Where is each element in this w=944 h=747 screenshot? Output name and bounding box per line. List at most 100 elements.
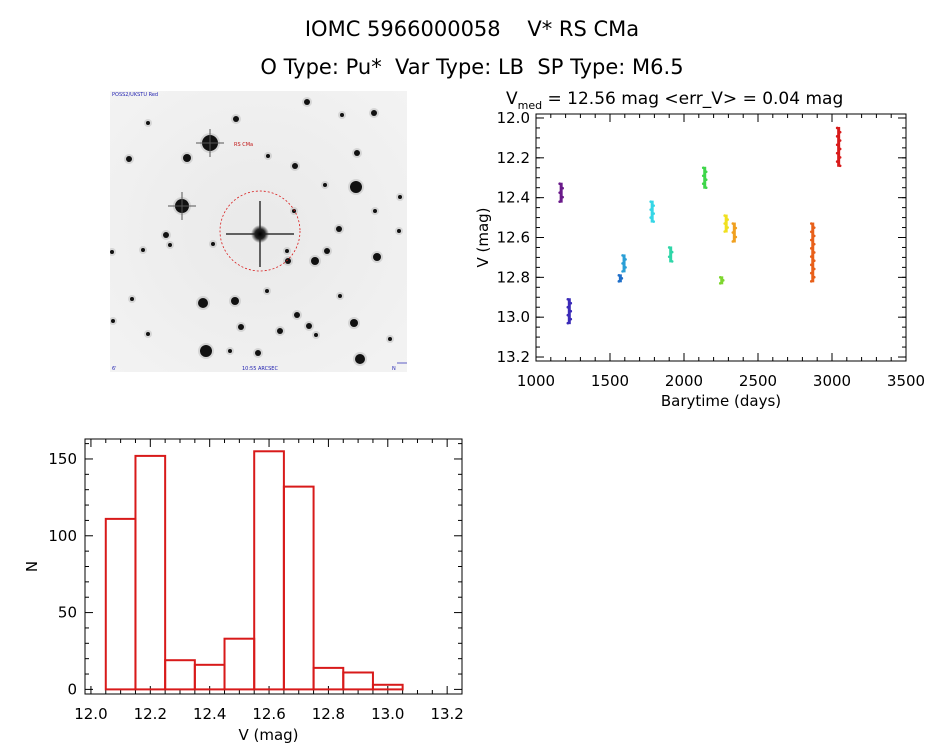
lc-data-group	[559, 182, 563, 203]
lc-data-point	[723, 230, 726, 233]
lc-ytick-label: 12.6	[497, 229, 530, 247]
lc-data-point	[621, 254, 624, 257]
lc-data-point	[812, 234, 816, 238]
hist-xtick-label: 13.0	[371, 705, 404, 723]
lc-data-point	[718, 282, 722, 285]
lc-xtick-label: 2500	[739, 372, 777, 390]
stamp-survey-label: POSS2/UKSTU Red	[112, 92, 158, 98]
lc-data-group	[622, 254, 626, 273]
lc-xtick-label: 1500	[591, 372, 629, 390]
lc-data-group	[567, 298, 571, 325]
target-star	[226, 201, 294, 267]
lc-data-point	[809, 222, 813, 225]
lc-xtick-label: 3500	[887, 372, 925, 390]
lc-title: Vmed = 12.56 mag <err_V> = 0.04 mag	[506, 89, 843, 112]
lc-data-point	[566, 313, 570, 317]
lc-x-axis-label: Barytime (days)	[661, 392, 781, 410]
hist-bar	[164, 659, 196, 691]
hist-xtick-label: 12.2	[134, 705, 167, 723]
stamp-size-label: 10:55 ARCSEC	[242, 366, 278, 372]
lc-ytick-label: 12.2	[497, 149, 530, 167]
hist-ytick-label: 150	[48, 450, 77, 468]
lc-data-point	[726, 218, 729, 221]
lc-data-point	[617, 274, 621, 277]
lc-data-point	[558, 191, 561, 194]
lc-data-point	[835, 135, 839, 138]
hist-bar	[371, 683, 404, 691]
lc-data-point	[652, 220, 655, 223]
lc-data-group	[669, 246, 673, 263]
lc-ytick-label: 13.2	[497, 348, 530, 366]
lc-data-point	[809, 255, 813, 258]
lc-data-point	[809, 271, 813, 275]
lc-data-point	[566, 305, 570, 309]
lc-data-point	[838, 156, 842, 159]
hist-plot-frame	[84, 438, 463, 695]
lc-data-point	[704, 178, 708, 182]
lc-data-point	[667, 255, 671, 259]
lc-data-point	[649, 208, 652, 211]
lc-data-point	[835, 143, 839, 147]
hist-bar	[342, 671, 374, 691]
lc-data-point	[652, 212, 655, 215]
lc-data-point	[566, 297, 570, 301]
hist-x-axis-label: V (mag)	[238, 726, 298, 744]
lc-data-point	[731, 240, 735, 243]
hist-bar	[223, 637, 256, 691]
hist-bar	[134, 454, 167, 691]
lc-data-point	[701, 182, 705, 186]
lc-data-point	[569, 309, 573, 313]
lc-data-point	[835, 160, 839, 163]
lc-data-group	[720, 276, 724, 285]
hist-xtick-label: 13.2	[430, 705, 463, 723]
hist-bar	[253, 450, 285, 691]
lc-data-group	[837, 126, 841, 167]
lc-data-point	[561, 186, 564, 190]
lc-data-point	[835, 151, 839, 155]
lc-data-point	[652, 204, 655, 207]
lc-data-point	[558, 182, 561, 186]
star-type-subtitle: O Type: Pu* Var Type: LB SP Type: M6.5	[260, 55, 684, 79]
lc-xtick-label: 3000	[813, 372, 851, 390]
lc-ytick-label: 13.0	[497, 308, 530, 326]
lc-data-point	[812, 251, 816, 254]
lc-data-point	[721, 279, 725, 282]
lc-ytick-label: 12.8	[497, 268, 530, 286]
hist-xtick-label: 12.6	[252, 705, 285, 723]
hist-xtick-label: 12.4	[193, 705, 226, 723]
lc-data-point	[731, 231, 735, 234]
lc-data-point	[809, 247, 813, 250]
lc-data-group	[650, 200, 654, 223]
lc-data-point	[621, 270, 624, 273]
lc-data-point	[838, 164, 842, 168]
hist-ytick-label: 50	[58, 604, 77, 622]
lc-data-point	[835, 126, 839, 130]
lc-xtick-label: 1000	[517, 372, 555, 390]
lc-data-point	[838, 147, 842, 151]
lc-data-point	[718, 276, 722, 279]
lc-title-subscript: med	[518, 99, 542, 112]
lc-data-point	[667, 246, 671, 249]
star-id-title: IOMC 5966000058 V* RS CMa	[304, 17, 640, 41]
lc-data-point	[566, 321, 570, 325]
hist-bar	[282, 485, 315, 691]
lc-data-point	[723, 214, 726, 217]
lc-data-group	[811, 222, 815, 283]
hist-bar	[193, 663, 226, 691]
hist-xtick-label: 12.8	[312, 705, 345, 723]
lc-data-point	[621, 262, 624, 265]
lc-data-point	[649, 200, 652, 203]
compass-icon	[397, 362, 407, 364]
lc-data-point	[723, 222, 726, 225]
lc-ytick-label: 12.4	[497, 189, 530, 207]
lc-data-point	[812, 275, 816, 279]
lc-data-point	[838, 139, 842, 142]
lc-data-point	[809, 280, 813, 283]
hist-y-axis-label: N	[23, 561, 41, 572]
stamp-scale-label: 6'	[112, 366, 117, 372]
lc-data-point	[809, 230, 813, 234]
sky-image-stamp: RS CMa POSS2/UKSTU Red 6' 10:55 ARCSEC N	[110, 91, 407, 372]
hist-ytick-label: 0	[67, 680, 77, 698]
lc-data-point	[812, 267, 816, 271]
